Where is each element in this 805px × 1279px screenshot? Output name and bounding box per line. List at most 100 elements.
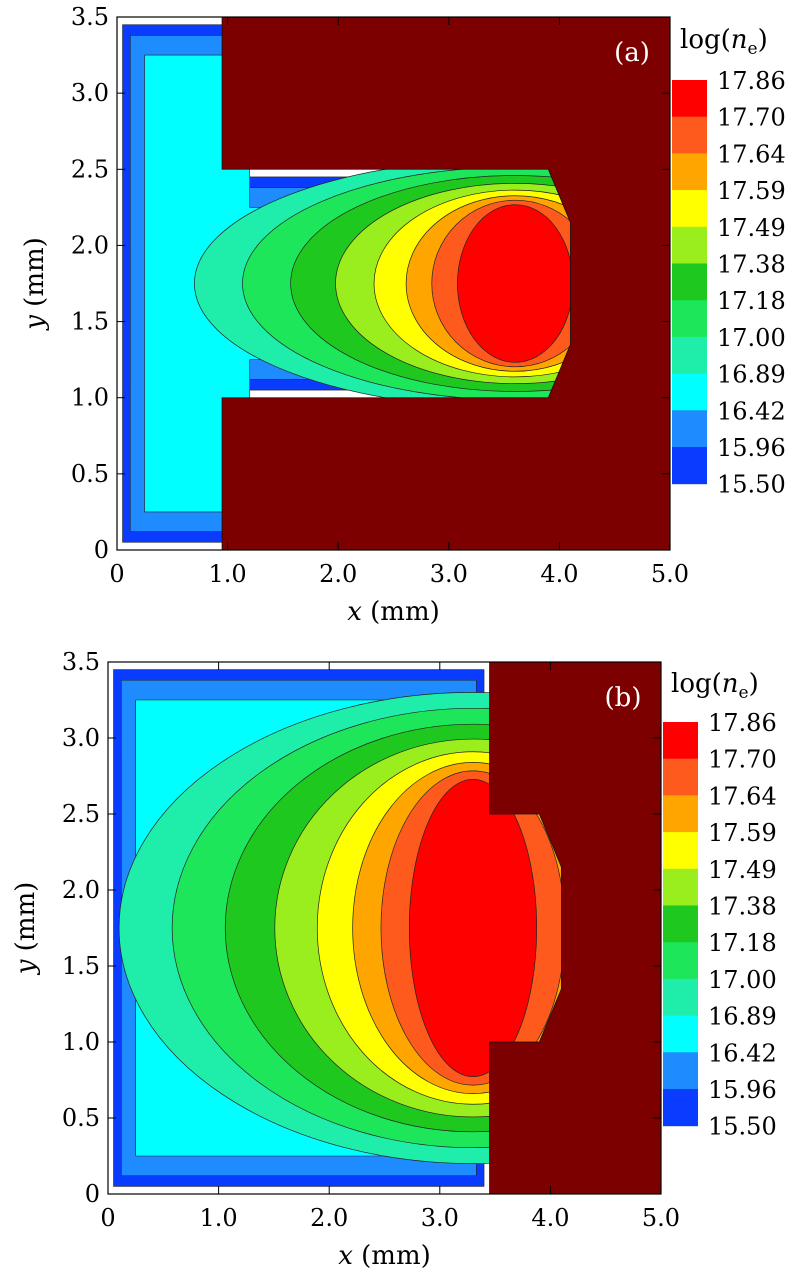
x-tick-label: 5.0 bbox=[651, 560, 689, 588]
y-tick-label: 0 bbox=[85, 1180, 100, 1208]
colorbar-swatch bbox=[672, 116, 707, 154]
colorbar-level-label: 15.50 bbox=[717, 471, 786, 499]
x-axis-label: x (mm) bbox=[347, 597, 440, 627]
colorbar-title-var: n bbox=[731, 25, 748, 55]
plot-area bbox=[116, 16, 670, 551]
colorbar-level-label: 16.89 bbox=[708, 1003, 777, 1031]
x-tick-label: 1.0 bbox=[209, 560, 247, 588]
colorbar-level-label: 17.64 bbox=[708, 782, 777, 810]
colorbar-swatch bbox=[672, 263, 707, 301]
y-tick-label: 0.5 bbox=[71, 460, 109, 488]
colorbar-level-label: 17.18 bbox=[717, 287, 786, 315]
x-tick-label: 4.0 bbox=[531, 1204, 569, 1232]
colorbar-swatch bbox=[663, 1089, 698, 1127]
panel-label: (a) bbox=[614, 38, 650, 68]
colorbar-level-label: 17.38 bbox=[708, 893, 777, 921]
colorbar-title: log(ne) bbox=[671, 669, 759, 703]
contour-level bbox=[457, 204, 571, 363]
y-axis-label: y (mm) bbox=[11, 882, 41, 976]
colorbar-swatch bbox=[663, 832, 698, 870]
colorbar-title-sub: e bbox=[748, 39, 758, 59]
y-axis-label: y (mm) bbox=[20, 237, 50, 331]
colorbar-title-func: log( bbox=[680, 25, 731, 55]
y-tick-label: 1.0 bbox=[71, 384, 109, 412]
colorbar-title-var: n bbox=[722, 669, 739, 699]
y-tick-label: 3.0 bbox=[71, 79, 109, 107]
y-tick-label: 1.0 bbox=[62, 1028, 100, 1056]
contour-level bbox=[408, 778, 538, 1078]
x-tick-label: 0 bbox=[109, 560, 124, 588]
colorbar-title-close: ) bbox=[749, 669, 759, 699]
y-tick-label: 1.5 bbox=[71, 308, 109, 336]
colorbar-level-label: 15.50 bbox=[708, 1113, 777, 1141]
colorbar-swatch bbox=[663, 1015, 698, 1053]
colorbar-title: log(ne) bbox=[680, 25, 768, 59]
colorbar: log(ne) 17.86 17.70 17.64 17.59 17.49 17.38 17.… bbox=[672, 25, 786, 499]
colorbar-swatch bbox=[663, 795, 698, 833]
colorbar-level-label: 17.59 bbox=[717, 177, 786, 205]
chart-panel-a: (a) 0 1.0 2.0 3.0 4.0 5.0 0 0.5 1.0 1.5 2.0 2.5 3.0 3.… bbox=[20, 3, 786, 627]
y-tick-label: 3.5 bbox=[71, 3, 109, 31]
colorbar-swatch bbox=[663, 978, 698, 1017]
colorbar-level-label: 17.70 bbox=[708, 746, 777, 774]
axes: (b) 0 1.0 2.0 3.0 4.0 5.0 0 0.5 1.0 1.5 2.0 2.5 3.0 3.… bbox=[11, 648, 680, 1271]
y-tick-label: 1.5 bbox=[62, 952, 100, 980]
colorbar-level-label: 17.59 bbox=[708, 819, 777, 847]
colorbar-level-label: 17.18 bbox=[708, 929, 777, 957]
colorbar-level-label: 16.89 bbox=[717, 361, 786, 389]
plasma-density-field bbox=[108, 662, 562, 1194]
plot-frame bbox=[116, 16, 671, 551]
colorbar-title-func: log( bbox=[671, 669, 722, 699]
plot-area bbox=[107, 661, 661, 1195]
colorbar-level-label: 17.70 bbox=[717, 104, 786, 132]
colorbar-swatch bbox=[663, 942, 698, 980]
x-tick-label: 2.0 bbox=[319, 560, 357, 588]
x-tick-label: 4.0 bbox=[540, 560, 578, 588]
y-tick-label: 0 bbox=[94, 536, 109, 564]
colorbar-swatch bbox=[663, 758, 698, 796]
colorbar-swatch bbox=[672, 190, 707, 228]
colorbar-level-label: 17.49 bbox=[708, 856, 777, 884]
x-axis-unit: (mm) bbox=[353, 1241, 431, 1271]
y-tick-label: 2.0 bbox=[71, 231, 109, 259]
y-axis-unit: (mm) bbox=[20, 237, 50, 315]
colorbar-level-label: 17.49 bbox=[717, 214, 786, 242]
panel-label: (b) bbox=[605, 683, 642, 713]
y-axis-variable: y bbox=[11, 959, 41, 975]
colorbar-swatch bbox=[672, 80, 707, 118]
plot-frame bbox=[107, 661, 662, 1195]
x-tick-label: 3.0 bbox=[421, 1204, 459, 1232]
colorbar-level-label: 17.86 bbox=[708, 709, 777, 737]
colorbar-level-label: 17.38 bbox=[717, 251, 786, 279]
y-tick-label: 2.0 bbox=[62, 876, 100, 904]
x-axis-variable: x bbox=[347, 597, 362, 627]
chart-panel-b: (b) 0 1.0 2.0 3.0 4.0 5.0 0 0.5 1.0 1.5 2.0 2.5 3.0 3.… bbox=[11, 648, 777, 1271]
y-tick-label: 2.5 bbox=[62, 800, 100, 828]
colorbar-level-label: 17.00 bbox=[717, 324, 786, 352]
colorbar-swatch bbox=[672, 336, 707, 375]
colorbar-swatch bbox=[663, 905, 698, 943]
colorbar-swatch bbox=[672, 373, 707, 411]
colorbar-swatch bbox=[663, 722, 698, 760]
colorbar-swatch bbox=[672, 226, 707, 264]
y-axis-variable: y bbox=[20, 315, 50, 331]
y-tick-label: 3.0 bbox=[62, 724, 100, 752]
colorbar-level-label: 16.42 bbox=[708, 1039, 777, 1067]
colorbar: log(ne) 17.86 17.70 17.64 17.59 17.49 17.38 17.… bbox=[663, 669, 777, 1141]
y-tick-label: 3.5 bbox=[62, 648, 100, 676]
x-tick-label: 2.0 bbox=[310, 1204, 348, 1232]
colorbar-level-label: 16.42 bbox=[717, 397, 786, 425]
x-axis-unit: (mm) bbox=[362, 597, 440, 627]
x-tick-label: 0 bbox=[100, 1204, 115, 1232]
x-tick-label: 1.0 bbox=[200, 1204, 238, 1232]
colorbar-swatch bbox=[663, 1052, 698, 1090]
y-tick-label: 2.5 bbox=[71, 155, 109, 183]
colorbar-level-label: 17.00 bbox=[708, 966, 777, 994]
x-axis-variable: x bbox=[338, 1241, 353, 1271]
colorbar-swatch bbox=[672, 410, 707, 448]
colorbar-level-label: 15.96 bbox=[717, 434, 786, 462]
axes: (a) 0 1.0 2.0 3.0 4.0 5.0 0 0.5 1.0 1.5 2.0 2.5 3.0 3.… bbox=[20, 3, 689, 627]
x-tick-label: 5.0 bbox=[642, 1204, 680, 1232]
colorbar-swatch bbox=[663, 868, 698, 906]
colorbar-swatch bbox=[672, 447, 707, 485]
